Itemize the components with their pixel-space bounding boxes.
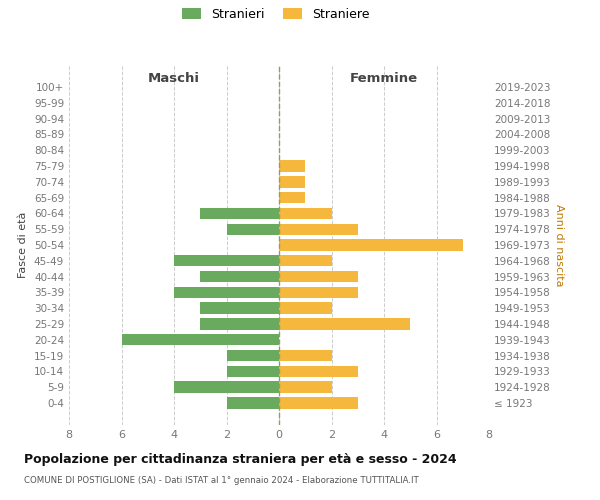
- Bar: [279, 176, 305, 188]
- Bar: [200, 302, 279, 314]
- Bar: [279, 255, 331, 266]
- Y-axis label: Fasce di età: Fasce di età: [19, 212, 28, 278]
- Bar: [200, 208, 279, 219]
- Y-axis label: Anni di nascita: Anni di nascita: [554, 204, 565, 286]
- Bar: [174, 382, 279, 393]
- Text: Popolazione per cittadinanza straniera per età e sesso - 2024: Popolazione per cittadinanza straniera p…: [24, 452, 457, 466]
- Bar: [279, 160, 305, 172]
- Bar: [279, 271, 358, 282]
- Bar: [279, 208, 331, 219]
- Text: Femmine: Femmine: [350, 72, 418, 85]
- Bar: [227, 224, 279, 235]
- Text: COMUNE DI POSTIGLIONE (SA) - Dati ISTAT al 1° gennaio 2024 - Elaborazione TUTTIT: COMUNE DI POSTIGLIONE (SA) - Dati ISTAT …: [24, 476, 419, 485]
- Bar: [200, 271, 279, 282]
- Bar: [279, 350, 331, 362]
- Bar: [279, 318, 410, 330]
- Bar: [279, 382, 331, 393]
- Text: Maschi: Maschi: [148, 72, 200, 85]
- Bar: [200, 318, 279, 330]
- Bar: [227, 366, 279, 377]
- Bar: [174, 255, 279, 266]
- Bar: [279, 286, 358, 298]
- Bar: [174, 286, 279, 298]
- Bar: [279, 240, 463, 250]
- Legend: Stranieri, Straniere: Stranieri, Straniere: [178, 2, 374, 26]
- Bar: [122, 334, 279, 345]
- Bar: [279, 224, 358, 235]
- Bar: [227, 398, 279, 408]
- Bar: [279, 366, 358, 377]
- Bar: [279, 192, 305, 203]
- Bar: [279, 398, 358, 408]
- Bar: [227, 350, 279, 362]
- Bar: [279, 302, 331, 314]
